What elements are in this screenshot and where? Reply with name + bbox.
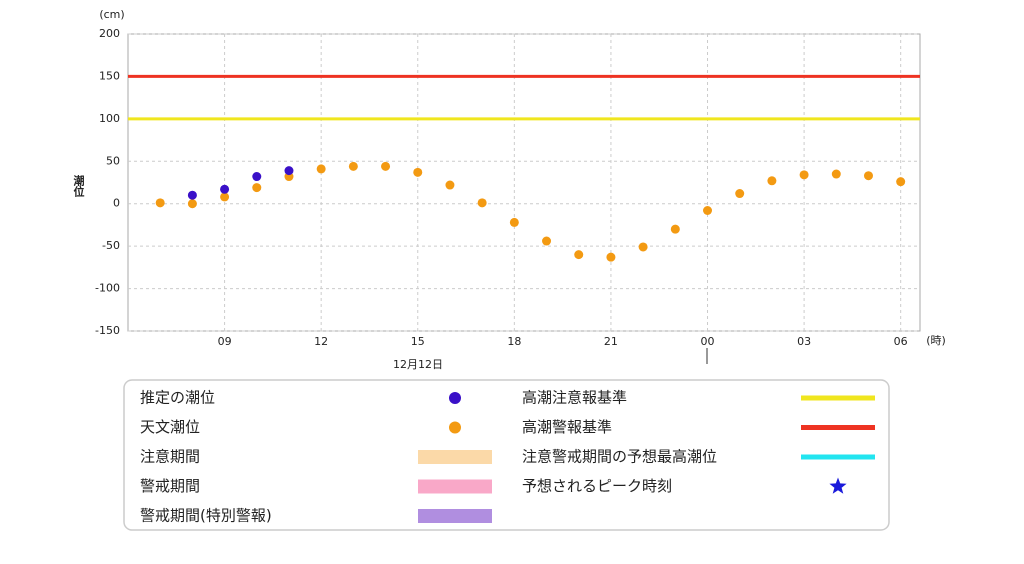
data-point <box>509 217 519 227</box>
data-point <box>252 172 262 182</box>
data-point <box>220 184 230 194</box>
legend-symbol <box>449 392 461 404</box>
legend-label: 天文潮位 <box>140 418 200 436</box>
legend-symbol <box>801 454 875 460</box>
data-point <box>187 199 197 209</box>
legend-symbol <box>801 425 875 430</box>
data-point <box>767 176 777 186</box>
y-tick-label: -50 <box>102 239 120 252</box>
x-tick-label: 12 <box>314 335 328 348</box>
y-unit: (cm) <box>99 8 124 21</box>
data-point <box>638 242 648 252</box>
data-point <box>574 250 584 260</box>
legend-symbol <box>418 479 492 494</box>
legend-label: 注意期間 <box>140 448 200 466</box>
legend-label: 高潮警報基準 <box>522 418 612 436</box>
y-tick-label: 50 <box>106 154 120 167</box>
data-point <box>735 189 745 199</box>
data-point <box>220 192 230 202</box>
y-tick-label: 0 <box>113 197 120 210</box>
data-point <box>252 183 262 193</box>
legend-label: 警戒期間 <box>140 477 200 495</box>
data-point <box>477 198 487 208</box>
data-point <box>284 166 294 176</box>
legend-box <box>123 379 890 531</box>
legend-label: 警戒期間(特別警報) <box>140 507 272 525</box>
legend-symbol <box>449 421 461 434</box>
x-tick-label: 15 <box>411 335 425 348</box>
data-point <box>799 170 809 180</box>
data-point <box>703 206 713 216</box>
data-point <box>896 177 906 187</box>
y-tick-label: -150 <box>95 324 120 337</box>
data-point <box>445 180 455 190</box>
data-point <box>413 167 423 177</box>
legend-symbol <box>829 477 847 494</box>
data-point <box>670 224 680 234</box>
x-tick-label: 06 <box>894 335 908 348</box>
data-point <box>542 236 552 246</box>
x-tick-label: 09 <box>218 335 232 348</box>
legend-label: 推定の潮位 <box>140 389 215 407</box>
data-point <box>348 161 358 171</box>
data-point <box>316 164 326 174</box>
x-unit: (時) <box>926 334 946 347</box>
plot-frame <box>127 33 921 332</box>
x-tick-label: 18 <box>507 335 521 348</box>
x-tick-label: 21 <box>604 335 618 348</box>
y-axis-label: 潮位 <box>72 174 85 198</box>
legend-symbol <box>801 395 875 401</box>
legend-symbol <box>418 450 492 464</box>
x-tick-label: 00 <box>701 335 715 348</box>
data-point <box>606 252 616 262</box>
data-point <box>155 198 165 208</box>
data-point <box>863 171 873 181</box>
data-point <box>381 161 391 171</box>
data-point <box>831 169 841 179</box>
x-tick-label: 03 <box>797 335 811 348</box>
y-tick-label: 150 <box>99 69 120 82</box>
y-tick-label: 200 <box>99 27 120 40</box>
legend-label: 注意警戒期間の予想最高潮位 <box>522 448 717 466</box>
legend-label: 予想されるピーク時刻 <box>522 477 672 495</box>
legend-symbol <box>418 509 492 523</box>
data-point <box>187 190 197 200</box>
date-label: 12月12日 <box>393 358 443 371</box>
legend-label: 高潮注意報基準 <box>522 389 627 407</box>
y-tick-label: -100 <box>95 282 120 295</box>
y-tick-label: 100 <box>99 112 120 125</box>
